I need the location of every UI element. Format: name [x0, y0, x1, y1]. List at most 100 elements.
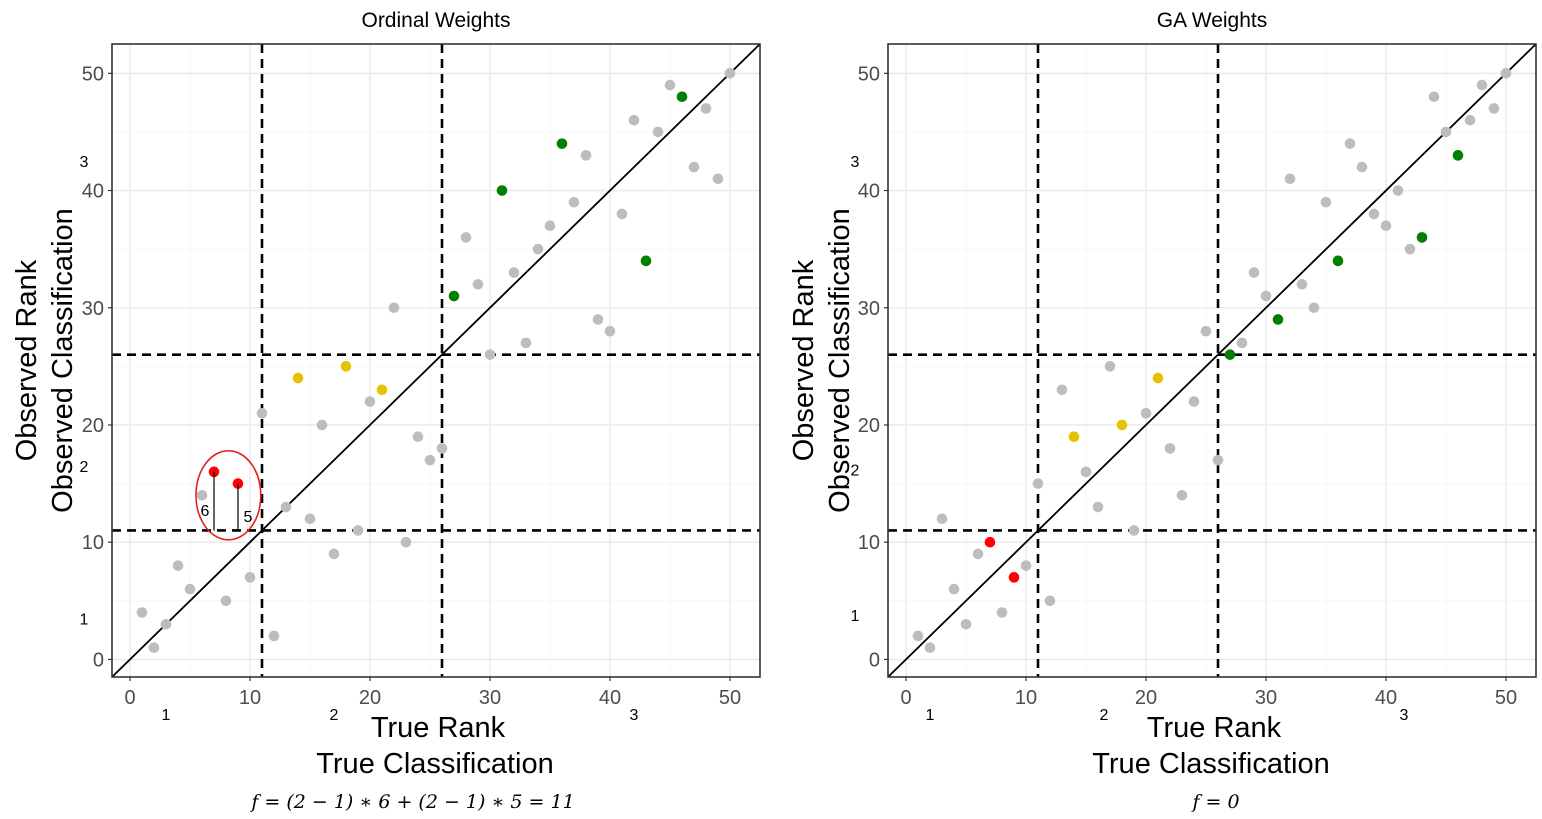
data-point [1356, 161, 1368, 173]
x-tick-label: 30 [479, 687, 501, 709]
y-tick-label: 40 [858, 181, 880, 203]
class-label-y: 1 [80, 611, 89, 628]
data-point [664, 79, 676, 91]
data-point [1140, 407, 1152, 419]
data-point [1416, 232, 1428, 243]
plot-border [111, 43, 761, 678]
data-point [1188, 396, 1200, 407]
x-tick-label: 50 [719, 687, 741, 709]
grid [888, 44, 1536, 677]
y-tick-label: 50 [858, 63, 880, 85]
data-point [972, 548, 984, 560]
x-tick-label: 10 [1015, 687, 1037, 709]
data-point [316, 419, 328, 431]
reference-line [887, 43, 1537, 678]
class-label-y: 1 [851, 608, 860, 625]
reference-line [111, 43, 761, 678]
data-point [544, 220, 556, 231]
data-point [1056, 384, 1068, 396]
data-point [1176, 490, 1188, 501]
data-point [960, 618, 972, 630]
grid [112, 44, 760, 677]
data-point [1488, 103, 1500, 114]
data-point [148, 642, 160, 653]
data-point [1260, 290, 1272, 302]
y-tick-label: 10 [858, 532, 880, 554]
series-4 [448, 91, 688, 302]
data-point [948, 583, 960, 595]
data-point [936, 513, 948, 525]
data-point [556, 138, 568, 149]
data-point [1200, 325, 1212, 337]
x-tick-label: 0 [900, 687, 911, 709]
data-point [376, 384, 388, 396]
y-tick-label: 40 [82, 181, 104, 203]
y-axis-label: Observed Classification [47, 208, 79, 513]
series-1 [136, 68, 736, 653]
data-point [712, 173, 724, 185]
y-axis-label: Observed Rank [11, 259, 43, 461]
series-2 [984, 536, 1020, 583]
data-point [1272, 314, 1284, 325]
x-tick-label: 40 [1375, 687, 1397, 709]
x-axis-label: True Classification [316, 748, 553, 780]
x-tick-label: 10 [239, 687, 261, 709]
data-point [1008, 572, 1020, 583]
x-axis-label: True Rank [371, 712, 506, 744]
series-3 [1068, 372, 1164, 442]
class-label-y: 2 [851, 463, 860, 480]
data-point [1464, 114, 1476, 126]
data-point [676, 91, 688, 103]
data-point [220, 595, 232, 607]
distance-label: 6 [201, 503, 210, 520]
data-point [256, 407, 268, 419]
data-point [364, 396, 376, 407]
data-point [1068, 431, 1080, 442]
data-point [472, 279, 484, 290]
data-point [700, 103, 712, 114]
x-axis-label: True Rank [1147, 712, 1282, 744]
data-point [424, 454, 436, 466]
annotation-ellipse [195, 449, 262, 541]
y-axis-label: Observed Rank [788, 259, 820, 461]
data-point [1404, 243, 1416, 255]
data-point [592, 314, 604, 325]
chart-panel-2: 0 10 20 30 40 50 0 10 20 30 40 50 1 2 3 1 2 3 GA Weights Tr… [788, 9, 1537, 813]
data-point [328, 548, 340, 560]
x-tick-label: 40 [599, 687, 621, 709]
y-axis-label: Observed Classification [824, 208, 856, 513]
data-point [1152, 372, 1164, 384]
data-point [196, 490, 208, 501]
x-tick-label: 50 [1495, 687, 1517, 709]
data-point [616, 208, 628, 220]
objective-formula: 𝑓 = (2 − 1) ∗ 6 + (2 − 1) ∗ 5 = 11 [249, 791, 574, 813]
data-point [984, 536, 996, 548]
series-1 [912, 68, 1512, 653]
class-label-y: 3 [80, 154, 89, 171]
data-point [508, 267, 520, 278]
y-tick-label: 50 [82, 63, 104, 85]
data-point [1164, 443, 1176, 454]
y-tick-label: 0 [93, 649, 104, 671]
data-point [1344, 138, 1356, 149]
data-point [688, 161, 700, 173]
data-point [604, 325, 616, 337]
data-point [1224, 349, 1236, 360]
data-point [568, 196, 580, 208]
y-tick-label: 10 [82, 532, 104, 554]
data-point [496, 185, 508, 196]
data-point [912, 630, 924, 642]
data-point [924, 642, 936, 653]
data-point [340, 361, 352, 372]
chart-title: GA Weights [1157, 9, 1268, 32]
data-point [520, 337, 532, 349]
data-point [436, 443, 448, 454]
class-label-y: 2 [80, 459, 89, 476]
data-point [292, 372, 304, 384]
data-point [136, 607, 148, 618]
data-point [1296, 279, 1308, 290]
data-point [484, 349, 496, 360]
